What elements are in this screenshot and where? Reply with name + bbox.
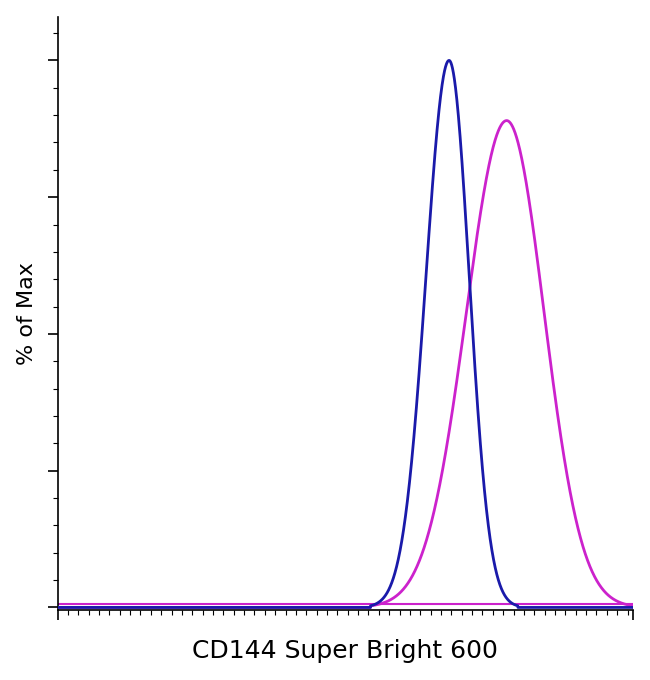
Y-axis label: % of Max: % of Max [17,262,36,365]
X-axis label: CD144 Super Bright 600: CD144 Super Bright 600 [192,639,499,663]
